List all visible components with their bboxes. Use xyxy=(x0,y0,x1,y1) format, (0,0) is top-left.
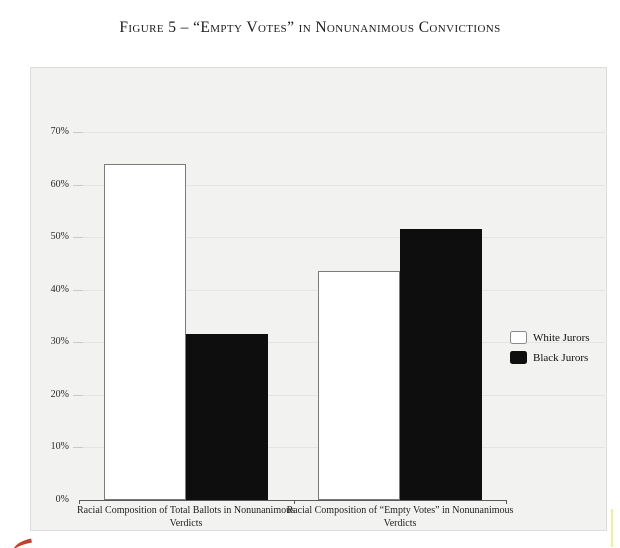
black-jurors-swatch xyxy=(510,351,527,364)
y-axis-tick xyxy=(73,394,83,396)
y-axis-tick xyxy=(73,447,83,449)
yellow-highlight-line xyxy=(611,509,613,547)
y-axis-label: 30% xyxy=(50,336,69,348)
legend-item: White Jurors xyxy=(510,331,590,344)
legend-label: Black Jurors xyxy=(533,351,589,364)
x-axis-line xyxy=(79,500,506,501)
y-axis-label: 0% xyxy=(55,494,69,505)
black-jurors-bar xyxy=(186,334,268,500)
y-axis-tick xyxy=(73,237,83,239)
y-axis-label: 40% xyxy=(50,283,69,295)
x-axis-category-label: Racial Composition of “Empty Votes” in N… xyxy=(286,505,514,529)
x-axis-category-label: Racial Composition of Total Ballots in N… xyxy=(77,505,295,529)
white-jurors-bar xyxy=(318,271,400,500)
black-jurors-bar xyxy=(400,229,482,500)
y-axis-label: 10% xyxy=(50,441,69,453)
y-axis-tick xyxy=(73,184,83,186)
y-axis-label: 60% xyxy=(50,178,69,190)
bar-chart: 0% 10% 20% 30% 40% 50% 60% 70% Racial Compositio… xyxy=(30,67,607,531)
y-axis-tick xyxy=(73,289,83,291)
white-jurors-swatch xyxy=(510,331,527,344)
gridline xyxy=(79,237,605,239)
y-axis-tick xyxy=(73,132,83,133)
x-axis-tick xyxy=(506,500,507,504)
legend-label: White Jurors xyxy=(533,331,590,344)
x-axis-tick xyxy=(294,500,295,504)
figure-title: Figure 5 – “Empty Votes” in Nonunanimous… xyxy=(119,19,501,36)
gridline xyxy=(79,132,605,133)
white-jurors-bar xyxy=(104,163,186,500)
chart-legend: White Jurors Black Jurors xyxy=(510,331,590,371)
y-axis-label: 50% xyxy=(50,231,69,243)
y-axis-tick xyxy=(73,342,83,344)
x-axis-tick xyxy=(79,500,80,504)
y-axis-label: 20% xyxy=(50,388,69,400)
legend-item: Black Jurors xyxy=(510,351,590,364)
y-axis-label: 70% xyxy=(50,126,69,137)
red-pen-stroke-icon xyxy=(14,538,32,548)
gridline xyxy=(79,184,605,186)
